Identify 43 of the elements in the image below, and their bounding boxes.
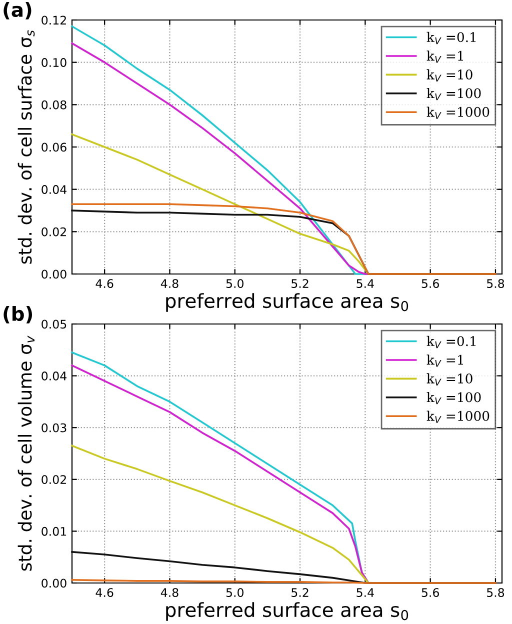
legend-label: k$_{V}$ =10 [426, 69, 472, 82]
x-tick-label: 5.6 [422, 588, 439, 597]
x-tick-label: 5.8 [487, 279, 504, 288]
x-tick-label: 5.4 [356, 588, 374, 597]
legend-label: k$_{V}$ =0.1 [426, 336, 476, 348]
legend-label: k$_{V}$ =1000 [426, 410, 490, 423]
y-tick-label: 0.02 [42, 475, 66, 484]
legend-label: k$_{V}$ =100 [426, 88, 481, 100]
x-tick-label: 5.8 [487, 588, 504, 597]
text: (b) [4, 306, 32, 324]
y-tick-label: 0.05 [42, 320, 66, 329]
legend-label: k$_{V}$ =1000 [426, 106, 490, 119]
legend-label: k$_{V}$ =1 [426, 354, 463, 367]
y-tick-label: 0.04 [42, 185, 66, 194]
legend-label: k$_{V}$ =10 [426, 373, 472, 386]
y-tick-label: 0.01 [42, 526, 66, 536]
legend-label: k$_{V}$ =1 [426, 50, 463, 63]
y-tick-label: 0.06 [42, 142, 66, 152]
text: (a) [4, 2, 32, 20]
y-axis-title: std. dev. of cell volume σ$_{v}$ [18, 336, 34, 571]
y-tick-label: 0.02 [42, 227, 66, 236]
legend-label: k$_{V}$ =100 [426, 392, 481, 404]
y-tick-label: 0.08 [42, 100, 66, 110]
y-axis-title: std. dev. of cell surface σ$_{s}$ [18, 30, 35, 264]
x-tick-label: 4.8 [160, 279, 178, 288]
x-tick-label: 4.6 [96, 588, 114, 597]
x-tick-label: 5.0 [226, 588, 244, 597]
x-tick-label: 5.6 [422, 279, 439, 288]
y-tick-label: 0.10 [42, 58, 66, 67]
x-tick-label: 4.8 [160, 588, 178, 597]
x-tick-label: 5.4 [356, 279, 374, 288]
x-tick-label: 5.0 [226, 279, 244, 288]
x-axis-title: preferred surface area s$_{0}$ [166, 293, 408, 312]
y-tick-label: 0.04 [42, 372, 66, 380]
x-tick-label: 5.2 [292, 588, 308, 597]
x-tick-label: 5.2 [292, 279, 308, 288]
y-tick-label: 0.00 [42, 578, 66, 588]
y-tick-label: 0.03 [42, 423, 66, 432]
y-tick-label: 0.00 [42, 270, 66, 279]
legend-label: k$_{V}$ =0.1 [426, 32, 476, 44]
x-axis-title: preferred surface area s$_{0}$ [166, 602, 408, 621]
y-tick-label: 0.12 [42, 16, 66, 25]
x-tick-label: 4.6 [96, 279, 114, 288]
